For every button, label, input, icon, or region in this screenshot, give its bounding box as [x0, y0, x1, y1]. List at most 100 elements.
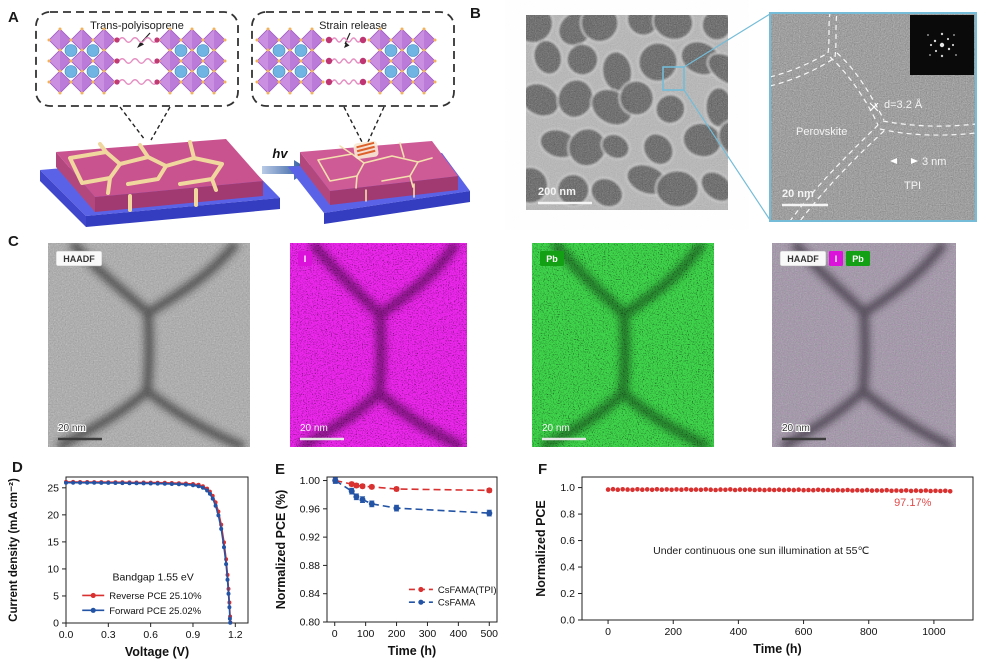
data-point — [679, 487, 684, 492]
legend-sample-marker — [418, 599, 424, 605]
data-point — [630, 487, 635, 493]
zoom-connector-line — [683, 13, 771, 68]
d-spacing-label: d=3.2 Å — [884, 98, 923, 111]
chart-jv-curve: 0.0 0.3 0.6 0.9 1.2 0 5 10 15 20 25 Voltage (V) Curr… — [8, 476, 249, 659]
grain-boundary-shading — [55, 243, 246, 447]
data-point — [855, 487, 860, 493]
data-point — [820, 487, 826, 493]
data-point — [222, 545, 226, 550]
badge-iodine — [298, 251, 312, 266]
zoom-connector-line — [683, 89, 771, 221]
data-point — [728, 487, 733, 492]
data-point — [713, 487, 718, 493]
grain-boundaries-thick — [68, 140, 224, 212]
data-point — [99, 480, 104, 485]
badge-haadf-label: HAADF — [63, 254, 95, 264]
badge-haadf — [55, 250, 103, 267]
chart-annotation: Under continuous one sun illumination at… — [653, 545, 869, 557]
chart-D-content: 0.0 0.3 0.6 0.9 1.2 0 5 10 15 20 25 Voltage (V) Curr… — [8, 476, 249, 659]
data-point — [353, 493, 360, 500]
data-point — [228, 620, 233, 625]
scale-bar-label: 20 nm — [782, 423, 810, 434]
y-tick-label: 15 — [47, 536, 59, 548]
chart-annotation: Bandgap 1.55 eV — [113, 571, 194, 583]
x-tick-label: 200 — [664, 626, 682, 638]
data-point — [791, 487, 797, 493]
eds-map-lead: Pb 20 nm — [532, 243, 714, 447]
x-tick-label: 1.2 — [228, 629, 243, 641]
data-point — [225, 577, 230, 582]
chart-F-content: 0 200 400 600 800 1000 0.0 0.2 0.4 0.6 0.8 1.0 Time … — [534, 476, 974, 656]
x-tick-label: 300 — [419, 628, 437, 640]
data-point — [176, 482, 181, 487]
y-tick-label: 0.6 — [560, 535, 575, 547]
badge-lead-label: Pb — [546, 254, 558, 264]
data-point — [227, 605, 232, 610]
data-point — [92, 480, 97, 485]
data-point — [859, 488, 865, 493]
panel-a-illustration: Trans-polyisoprene Strain release — [35, 11, 470, 227]
data-point — [224, 562, 229, 567]
data-point — [776, 487, 782, 492]
data-point — [71, 480, 76, 485]
badge-lead-label: Pb — [852, 254, 864, 264]
data-point — [811, 487, 816, 493]
data-point — [693, 487, 699, 492]
data-point — [348, 488, 355, 495]
data-point — [205, 488, 210, 493]
x-axis-title: Voltage (V) — [125, 645, 189, 659]
data-point — [771, 487, 777, 493]
data-point — [615, 487, 621, 492]
data-point — [127, 481, 132, 486]
legend-label: Forward PCE 25.02% — [109, 606, 201, 617]
data-point — [781, 487, 787, 493]
data-point — [610, 486, 616, 492]
data-point — [903, 488, 909, 493]
y-tick-label: 1.00 — [300, 475, 321, 487]
data-point — [708, 487, 713, 492]
data-point — [368, 483, 375, 490]
data-point — [393, 486, 400, 492]
badge-lead — [540, 251, 564, 266]
tpi-label: TPI — [904, 180, 921, 192]
y-tick-label: 0 — [53, 618, 59, 630]
y-tick-label: 1.0 — [560, 482, 575, 494]
data-point — [134, 481, 139, 486]
tem-overview-image: 200 nm — [526, 15, 728, 210]
data-point — [757, 487, 762, 492]
data-point — [644, 487, 650, 492]
legend-label: Reverse PCE 25.10% — [109, 591, 202, 602]
polymer-chains-relaxed — [114, 37, 160, 85]
badge-iodine — [829, 251, 843, 266]
badge-lead — [846, 251, 870, 266]
data-point — [752, 487, 757, 493]
data-point — [227, 616, 232, 621]
data-point — [625, 487, 630, 492]
data-point — [196, 484, 201, 489]
scale-bar-label: 20 nm — [782, 188, 814, 200]
data-point — [688, 487, 694, 493]
chart-E-content: 0 100 200 300 400 500 0.80 0.84 0.88 0.92 0.96 1.00… — [274, 475, 498, 658]
perovskite-lattice — [256, 28, 325, 95]
x-tick-label: 400 — [450, 628, 468, 640]
trans-polyisoprene-label: Trans-polyisoprene — [90, 20, 184, 32]
chart-annotation: 97.17% — [894, 497, 932, 509]
data-point — [368, 500, 375, 507]
film-after-illumination — [288, 140, 470, 224]
data-point — [947, 489, 953, 494]
panel-b-tem: 200 nm — [526, 12, 977, 222]
x-tick-label: 600 — [795, 626, 813, 638]
legend-sample-marker — [90, 607, 96, 613]
data-point — [148, 481, 153, 486]
data-point — [698, 487, 704, 493]
legend-label: CsFAMA(TPI) — [438, 585, 497, 596]
data-point — [864, 487, 870, 493]
y-tick-label: 10 — [47, 563, 59, 575]
data-point — [669, 487, 674, 493]
y-axis-title: Normalized PCE — [534, 500, 548, 597]
data-point — [620, 487, 625, 492]
data-point — [732, 487, 738, 493]
strain-release-label: Strain release — [319, 20, 387, 32]
y-axis-title: Normalized PCE (%) — [274, 490, 288, 609]
data-point — [801, 487, 806, 493]
